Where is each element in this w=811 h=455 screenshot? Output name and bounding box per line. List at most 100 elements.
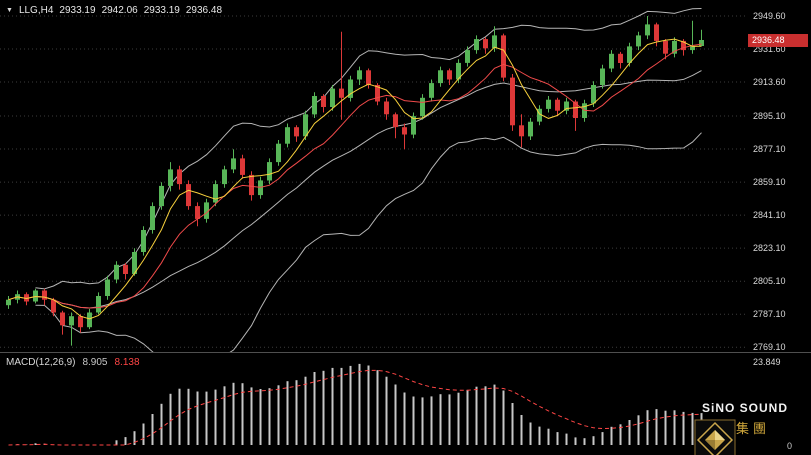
candle-body: [681, 40, 686, 51]
macd-scale-max-label: 23.849: [753, 357, 781, 367]
panel-divider[interactable]: [0, 352, 811, 353]
candle-body: [213, 184, 218, 203]
ma-slow-line: [8, 43, 702, 309]
candle-body: [276, 143, 281, 163]
candle-body: [339, 88, 344, 98]
candle-body: [519, 125, 524, 137]
candle-body: [222, 169, 227, 185]
ohlc-high: 2942.06: [101, 5, 138, 16]
ohlc-close: 2936.48: [185, 5, 223, 16]
candle-body: [96, 296, 101, 313]
candle-body: [69, 316, 74, 326]
candle-body: [402, 127, 407, 135]
macd-name: MACD(12,26,9): [6, 357, 76, 368]
candle-body: [123, 264, 128, 274]
candle-body: [690, 46, 695, 51]
candle-body: [78, 316, 83, 328]
candle-body: [303, 114, 308, 137]
bollinger-middle-band: [35, 70, 702, 309]
macd-scale-zero-label: 0: [787, 441, 793, 451]
candle-body: [285, 127, 290, 144]
symbol-marker-icon: ▼: [6, 7, 13, 14]
candle-body: [150, 206, 155, 230]
candle-body: [492, 35, 497, 49]
candle-body: [573, 101, 578, 118]
candle-body: [357, 70, 362, 80]
candle-body: [114, 264, 119, 280]
candle-body: [24, 294, 29, 302]
candle-body: [195, 206, 200, 219]
macd-indicator-label: MACD(12,26,9) 8.905 8.138: [6, 357, 140, 368]
candle-body: [240, 158, 245, 175]
macd-main-value: 8.905: [82, 357, 108, 368]
price-axis-label: 2931.60: [753, 44, 786, 54]
sino-sound-logo: SiNO SOUND 漢聲集團: [694, 401, 789, 455]
candle-body: [384, 101, 389, 115]
candle-body: [204, 202, 209, 219]
candle-body: [330, 88, 335, 107]
candle-body: [105, 279, 110, 296]
candle-body: [591, 85, 596, 104]
candle-body: [609, 53, 614, 69]
candle-body: [411, 116, 416, 135]
price-axis-label: 2895.10: [753, 110, 786, 121]
candle-body: [420, 97, 425, 117]
macd-chart[interactable]: [0, 353, 811, 455]
candle-body: [555, 99, 560, 111]
candle-body: [231, 158, 236, 170]
candle-body: [645, 24, 650, 36]
candle-body: [474, 39, 479, 51]
candle-body: [438, 70, 443, 84]
ma-fast-line: [8, 38, 702, 320]
candle-body: [168, 169, 173, 186]
candle-body: [627, 46, 632, 63]
candle-body: [447, 70, 452, 80]
candle-body: [141, 230, 146, 252]
candle-body: [51, 299, 56, 313]
price-axis-label: 2859.10: [753, 177, 786, 188]
chart-title: ▼ LLG,H4 2933.19 2942.06 2933.19 2936.48: [6, 5, 222, 16]
price-axis-label: 2823.10: [753, 243, 786, 254]
candlestick-chart[interactable]: [0, 0, 811, 352]
ohlc-open: 2933.19: [59, 5, 96, 16]
price-axis-label: 2949.60: [753, 10, 786, 21]
candle-body: [546, 99, 551, 109]
ohlc-low: 2933.19: [143, 5, 180, 16]
candle-body: [375, 85, 380, 102]
candle-body: [537, 108, 542, 122]
candle-body: [321, 96, 326, 107]
price-axis-label: 2877.10: [753, 144, 786, 155]
candle-body: [672, 40, 677, 54]
candle-body: [132, 252, 137, 274]
price-axis-label: 2805.10: [753, 276, 786, 287]
candle-body: [510, 77, 515, 126]
price-axis-label: 2841.10: [753, 210, 786, 221]
bollinger-lower-band: [35, 132, 702, 352]
candle-body: [465, 50, 470, 63]
candle-body: [699, 40, 704, 46]
candle-body: [159, 185, 164, 207]
candle-body: [87, 312, 92, 328]
current-price-tag: 2936.48: [748, 34, 808, 47]
candle-body: [600, 68, 605, 85]
candle-body: [564, 101, 569, 111]
candle-body: [294, 127, 299, 137]
candle-body: [312, 96, 317, 115]
macd-signal-line: [8, 369, 702, 446]
candle-body: [393, 114, 398, 128]
candle-body: [186, 184, 191, 207]
candle-body: [177, 169, 182, 185]
candle-body: [249, 174, 254, 196]
candle-body: [528, 121, 533, 137]
candle-body: [456, 62, 461, 80]
price-axis-label: 2787.10: [753, 309, 786, 320]
candle-body: [366, 70, 371, 85]
logo-text-en: SiNO SOUND: [702, 401, 789, 415]
symbol-label: LLG,H4: [18, 5, 54, 16]
candle-body: [267, 162, 272, 181]
candle-body: [429, 83, 434, 98]
bollinger-upper-band: [35, 8, 702, 290]
candle-body: [60, 312, 65, 326]
candle-body: [348, 79, 353, 98]
